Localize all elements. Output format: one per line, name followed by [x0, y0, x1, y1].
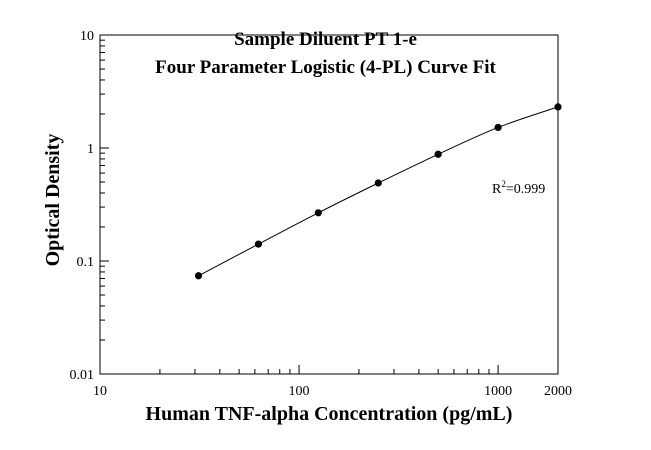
x-tick-label: 10 — [93, 384, 107, 399]
x-tick-label: 100 — [289, 384, 310, 399]
r-squared-superscript: 2 — [501, 179, 506, 189]
data-points-layer — [194, 103, 562, 280]
data-point — [194, 272, 203, 280]
fit-curve — [198, 106, 559, 277]
y-tick-label: 10 — [80, 29, 94, 44]
r-squared-prefix: R — [492, 182, 502, 197]
x-tick-label: 2000 — [544, 384, 572, 399]
data-point — [254, 240, 263, 248]
chart-title-line-2: Four Parameter Logistic (4-PL) Curve Fit — [155, 57, 496, 78]
fit-curve-layer — [198, 106, 559, 277]
data-point — [314, 209, 322, 217]
data-point — [554, 103, 562, 111]
x-axis-ticks: 10 100 1000 2000 — [93, 365, 572, 399]
y-tick-label: 0.1 — [77, 255, 95, 270]
plot-frame — [99, 34, 559, 375]
data-point — [494, 123, 502, 132]
chart-title-line-1: Sample Diluent PT 1-e — [234, 29, 417, 50]
y-axis-ticks: 0.01 0.1 1 10 — [70, 29, 109, 383]
data-point — [434, 150, 442, 158]
y-axis-label: Optical Density — [42, 134, 64, 267]
y-tick-label: 0.01 — [70, 368, 95, 383]
x-axis-label: Human TNF-alpha Concentration (pg/mL) — [146, 403, 513, 425]
r-squared-annotation: R2=0.999 — [492, 179, 545, 197]
r-squared-value: =0.999 — [506, 182, 545, 197]
x-tick-label: 1000 — [484, 384, 512, 399]
data-point — [374, 179, 382, 187]
y-tick-label: 1 — [87, 142, 94, 157]
